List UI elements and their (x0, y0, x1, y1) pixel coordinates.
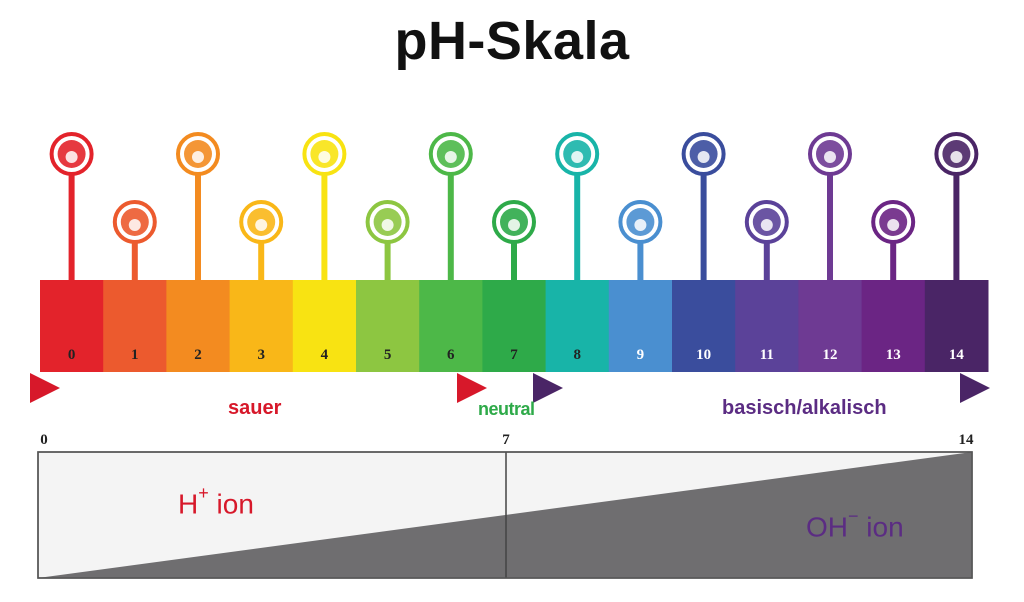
ph-block-7 (482, 280, 547, 372)
ph-block-14 (924, 280, 989, 372)
ph-value-3: 3 (257, 347, 265, 363)
ion-tick-14: 14 (959, 432, 975, 448)
sea-water-icon (555, 132, 600, 176)
ph-block-2 (166, 280, 231, 372)
ph-value-10: 10 (696, 347, 711, 363)
vinegar-bottle-icon (176, 132, 220, 176)
ammonia-flask-icon (744, 200, 789, 244)
food-jars-icon (428, 132, 473, 176)
ph-value-5: 5 (384, 347, 392, 363)
ph-value-4: 4 (321, 347, 329, 363)
ion-tick-7: 7 (502, 432, 510, 448)
drain-cleaner-icon (934, 132, 979, 176)
ph-value-0: 0 (68, 347, 76, 363)
ph-block-8 (545, 280, 610, 372)
coffee-icon (365, 200, 410, 244)
ph-value-13: 13 (886, 347, 901, 363)
ph-block-6 (419, 280, 483, 372)
battery-icon (49, 132, 94, 176)
ph-value-8: 8 (573, 347, 581, 363)
oh-ion-region (38, 452, 972, 578)
ph-value-12: 12 (823, 347, 838, 363)
ph-value-9: 9 (637, 347, 645, 363)
ion-tick-0: 0 (40, 432, 48, 448)
stomach-icon (112, 200, 157, 244)
ph-block-3 (229, 280, 294, 372)
ph-value-7: 7 (510, 347, 518, 363)
ph-block-0 (40, 280, 104, 372)
ph-value-1: 1 (131, 347, 139, 363)
h-ion-label: H+ ion (178, 483, 254, 520)
base-label: basisch/alkalisch (722, 397, 887, 419)
ph-value-2: 2 (194, 347, 202, 363)
ph-block-13 (861, 280, 926, 372)
acid-label: sauer (228, 397, 282, 419)
oh-ion-label: OH− ion (806, 506, 904, 543)
ph-block-11 (735, 280, 799, 372)
ph-block-12 (798, 280, 863, 372)
tomato-icon (302, 132, 347, 176)
water-drop-icon (492, 200, 536, 244)
ph-block-4 (292, 280, 357, 372)
ph-block-9 (608, 280, 673, 372)
soapy-water-icon (808, 132, 852, 176)
page-title: pH-Skala (394, 11, 630, 71)
ph-block-5 (356, 280, 420, 372)
ph-value-11: 11 (760, 347, 774, 363)
bleach-bottle-icon (871, 200, 916, 244)
orange-juice-icon (239, 200, 284, 244)
antacid-stomach-icon (681, 132, 726, 176)
ph-block-1 (103, 280, 167, 372)
ph-value-6: 6 (447, 347, 455, 363)
ph-block-10 (672, 280, 736, 372)
baking-soda-icon (618, 200, 663, 244)
neutral-label: neutral (478, 399, 535, 419)
ph-value-14: 14 (949, 347, 965, 363)
